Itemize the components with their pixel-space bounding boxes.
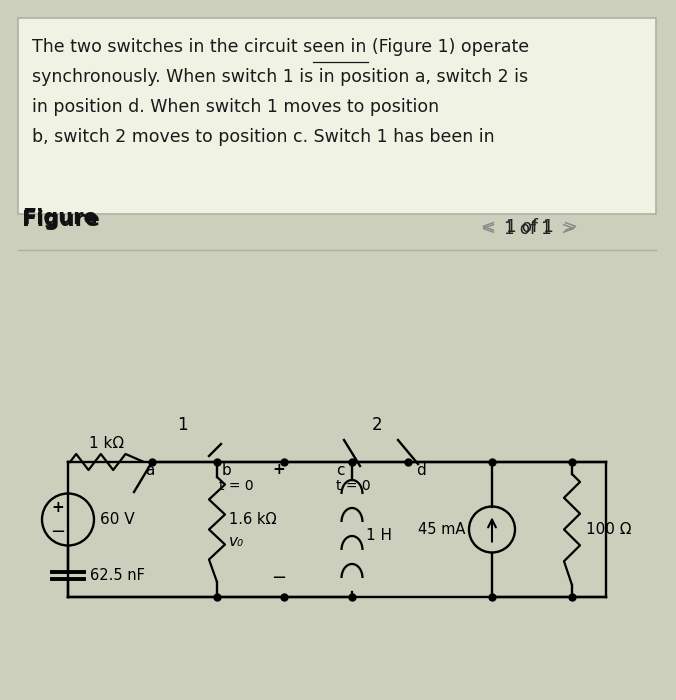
- Text: −: −: [272, 569, 287, 587]
- Text: 1 of 1: 1 of 1: [504, 220, 552, 238]
- FancyBboxPatch shape: [18, 18, 656, 214]
- Text: b: b: [222, 463, 232, 478]
- Text: v₀: v₀: [229, 534, 244, 549]
- Text: c: c: [336, 463, 344, 478]
- Text: 1: 1: [176, 416, 187, 434]
- Text: t = 0: t = 0: [219, 479, 254, 493]
- Text: 1 H: 1 H: [366, 528, 392, 543]
- Text: a: a: [145, 463, 155, 478]
- Text: 2: 2: [372, 416, 383, 434]
- Text: Figure: Figure: [22, 210, 100, 230]
- Text: Figure: Figure: [22, 208, 98, 228]
- Text: 45 mA: 45 mA: [418, 522, 465, 537]
- Text: t = 0: t = 0: [336, 479, 370, 493]
- Text: +: +: [272, 462, 285, 477]
- Text: +: +: [51, 500, 64, 515]
- Text: The two switches in the circuit seen in (Figure 1) operate: The two switches in the circuit seen in …: [32, 38, 529, 56]
- Text: >: >: [562, 218, 577, 236]
- Text: 1.6 kΩ: 1.6 kΩ: [229, 512, 276, 527]
- Text: 60 V: 60 V: [100, 512, 135, 527]
- Text: b, switch 2 moves to position c. Switch 1 has been in: b, switch 2 moves to position c. Switch …: [32, 128, 495, 146]
- Text: <: <: [481, 220, 496, 238]
- Text: −: −: [51, 522, 66, 540]
- Text: synchronously. When switch 1 is in position a, switch 2 is: synchronously. When switch 1 is in posit…: [32, 68, 528, 86]
- Text: <: <: [481, 218, 496, 236]
- Text: 100 Ω: 100 Ω: [586, 522, 631, 537]
- Text: 1 kΩ: 1 kΩ: [89, 437, 124, 452]
- Text: 62.5 nF: 62.5 nF: [90, 568, 145, 582]
- Text: >: >: [560, 220, 575, 238]
- Text: 1 of 1: 1 of 1: [506, 218, 554, 236]
- Text: d: d: [416, 463, 426, 478]
- Text: in position d. When switch 1 moves to position: in position d. When switch 1 moves to po…: [32, 98, 439, 116]
